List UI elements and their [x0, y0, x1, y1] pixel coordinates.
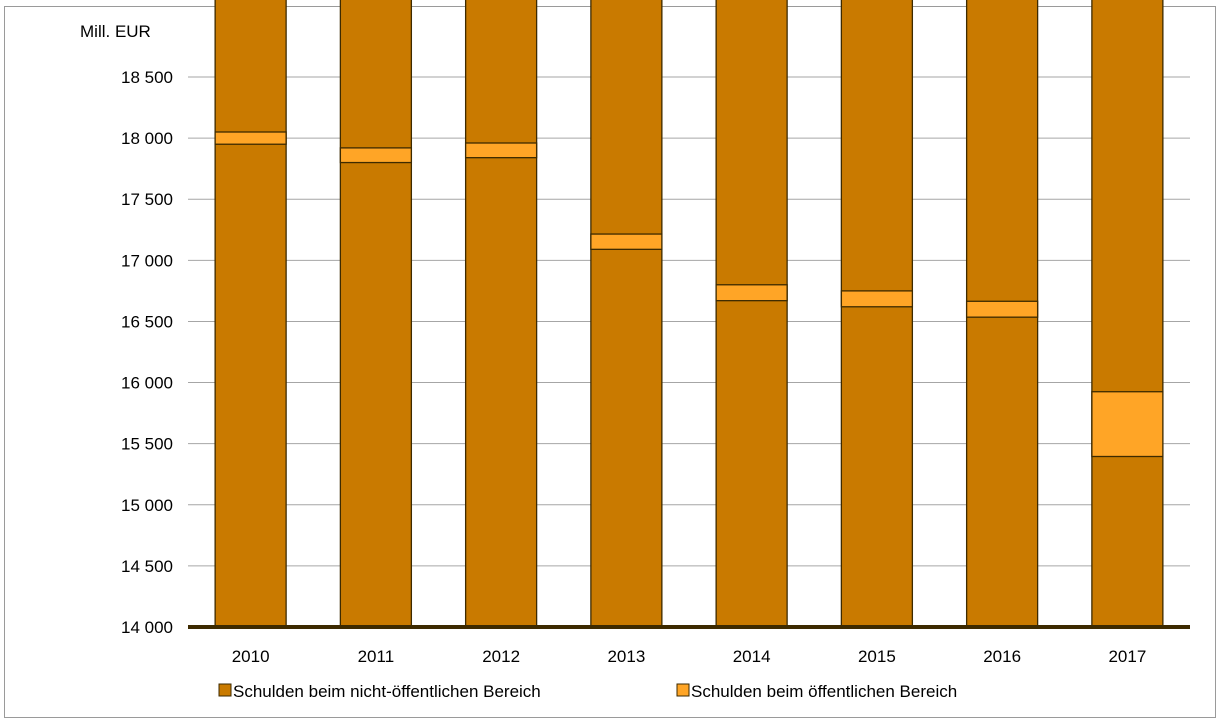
x-tick-label: 2015	[858, 647, 896, 666]
legend-swatch-non-public	[218, 683, 232, 697]
x-tick-label: 2017	[1108, 647, 1146, 666]
bars	[214, 0, 1164, 628]
bar-non-public-2011	[339, 0, 413, 628]
y-tick-label: 18 000	[121, 129, 173, 148]
y-axis-ticks: 14 000 14 500 15 000 15 500 16 000 16 500 17 0…	[121, 68, 173, 637]
legend-label-public: Schulden beim öffentlichen Bereich	[691, 682, 957, 701]
y-tick-label: 14 500	[121, 557, 173, 576]
x-tick-label: 2010	[232, 647, 270, 666]
bar-non-public-2015	[840, 0, 914, 628]
y-tick-label: 17 000	[121, 251, 173, 270]
y-tick-label: 14 000	[121, 618, 173, 637]
bar-public-2014	[715, 284, 788, 302]
bar-non-public-2013	[590, 0, 663, 628]
y-tick-label: 15 500	[121, 435, 173, 454]
x-tick-label: 2014	[733, 647, 771, 666]
bar-public-2012	[464, 142, 538, 159]
bar-public-2013	[590, 233, 663, 250]
bar-public-2010	[214, 131, 287, 145]
legend: Schulden beim nicht-öffentlichen Bereich…	[218, 682, 957, 701]
bar-non-public-2014	[715, 0, 788, 628]
bar-non-public-2012	[464, 0, 538, 628]
gridlines	[188, 76, 1190, 628]
x-axis-ticks: 2010 2011 2012 2013 2014 2015 2016 2017	[232, 647, 1147, 666]
legend-label-non-public: Schulden beim nicht-öffentlichen Bereich	[233, 682, 541, 701]
legend-swatch-public	[676, 683, 690, 697]
x-tick-label: 2013	[607, 647, 645, 666]
bar-public-2011	[339, 147, 413, 164]
bar-non-public-2017	[1091, 0, 1164, 628]
x-tick-label: 2016	[983, 647, 1021, 666]
x-tick-label: 2011	[358, 647, 395, 666]
x-tick-label: 2012	[482, 647, 520, 666]
bar-public-2016	[965, 300, 1039, 318]
bar-public-2017	[1091, 391, 1164, 458]
y-tick-label: 17 500	[121, 190, 173, 209]
bar-non-public-2010	[214, 0, 287, 628]
bar-public-2015	[840, 290, 914, 308]
y-tick-label: 16 500	[121, 312, 173, 331]
y-tick-label: 15 000	[121, 496, 173, 515]
y-axis-unit-label: Mill. EUR	[80, 22, 151, 41]
y-tick-label: 16 000	[121, 374, 173, 393]
y-tick-label: 18 500	[121, 68, 173, 87]
